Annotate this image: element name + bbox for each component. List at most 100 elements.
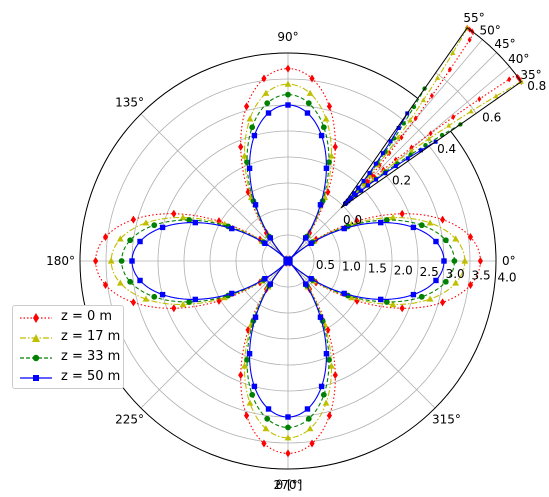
data-point	[308, 275, 314, 282]
data-point	[287, 256, 293, 262]
data-point	[399, 304, 405, 313]
inset-data-point	[383, 171, 388, 176]
data-point	[399, 209, 405, 218]
data-point	[426, 219, 434, 226]
data-point	[130, 298, 137, 307]
angular-tick-label: 270°	[274, 478, 303, 492]
data-point	[262, 240, 268, 247]
data-point	[283, 256, 289, 262]
legend-swatch	[20, 313, 52, 323]
inset-data-point	[409, 144, 414, 151]
legend-swatch	[20, 375, 52, 381]
data-point	[262, 275, 268, 282]
inset-data-point	[380, 151, 385, 156]
data-point	[265, 406, 272, 412]
inset-radial-tick-label: 0.6	[482, 110, 501, 124]
inset-angular-tick-label: 40°	[508, 52, 529, 66]
data-point	[285, 102, 291, 108]
inset-data-point	[507, 76, 512, 83]
angular-tick-label: 180°	[46, 254, 75, 268]
data-point	[305, 100, 312, 107]
inset-data-point	[399, 134, 404, 141]
data-point	[467, 232, 474, 241]
inset-data-point	[367, 170, 372, 175]
data-point	[93, 257, 99, 265]
data-point	[245, 326, 251, 335]
data-point	[179, 300, 187, 308]
legend-item: z = 50 m	[17, 368, 123, 388]
data-point	[309, 74, 315, 83]
angular-tick-label: 225°	[115, 412, 144, 426]
inset-data-point	[413, 115, 418, 122]
data-point	[129, 258, 135, 264]
data-point	[116, 235, 124, 242]
data-point	[317, 314, 324, 320]
data-point	[326, 356, 332, 363]
data-point	[283, 260, 289, 266]
polar-spine	[79, 52, 497, 470]
legend-item: z = 0 m	[17, 308, 123, 328]
data-point	[309, 439, 315, 448]
data-point	[332, 142, 338, 151]
data-point	[229, 225, 235, 232]
inset-data-point	[450, 50, 456, 56]
data-point	[241, 152, 248, 159]
inset-data-point	[366, 183, 371, 188]
inset-data-point	[423, 143, 428, 148]
inset-data-point	[428, 130, 433, 137]
inset-data-point	[493, 93, 499, 99]
angular-tick-label: 135°	[115, 96, 144, 110]
legend: z = 0 m z = 17 m z = 33 m z = 50 m	[12, 305, 124, 389]
data-point	[383, 299, 390, 305]
data-point	[249, 391, 256, 398]
data-point	[452, 279, 460, 286]
data-point	[322, 115, 330, 122]
data-point	[243, 411, 250, 420]
data-point	[127, 237, 134, 244]
legend-label: z = 50 m	[61, 369, 121, 384]
data-point	[241, 362, 248, 369]
inset-angular-tick-label: 50°	[479, 23, 500, 37]
inset-radial-tick-label: 0.8	[527, 79, 546, 93]
data-point	[285, 91, 291, 98]
data-point	[246, 115, 254, 122]
inset-data-point	[352, 191, 357, 196]
data-point	[244, 356, 250, 363]
data-point	[137, 277, 143, 284]
radial-tick-label: 3.0	[446, 267, 465, 281]
data-point	[251, 383, 258, 390]
data-point	[171, 209, 177, 218]
inset-data-point	[420, 97, 426, 103]
radial-tick-label: 2.0	[394, 263, 413, 277]
inset-data-point	[467, 36, 472, 43]
x-axis-label: θ [°]	[276, 478, 303, 492]
inset-data-point	[447, 66, 452, 73]
data-point	[284, 80, 292, 87]
data-point	[410, 224, 417, 231]
data-point	[245, 187, 251, 196]
data-point	[306, 425, 314, 432]
data-point	[439, 298, 446, 307]
legend-item: z = 33 m	[17, 348, 123, 368]
data-point	[348, 294, 355, 301]
data-point	[244, 159, 250, 166]
angular-grid-line	[287, 260, 436, 409]
legend-label: z = 0 m	[61, 309, 113, 324]
inset-data-point	[345, 198, 350, 203]
data-point	[251, 132, 258, 139]
data-point	[418, 293, 425, 300]
inset-spine	[340, 27, 522, 209]
data-point	[261, 74, 267, 83]
radial-tick-label: 0.0	[343, 213, 362, 227]
inset-angular-tick-label: 35°	[520, 68, 541, 82]
data-point	[252, 202, 259, 208]
inset-data-point	[429, 92, 434, 99]
data-point	[142, 295, 150, 302]
data-point	[118, 258, 125, 264]
data-point	[285, 424, 291, 431]
data-point	[317, 202, 324, 208]
data-point	[238, 142, 244, 151]
data-point	[378, 296, 384, 303]
angular-grid-line	[140, 260, 289, 409]
